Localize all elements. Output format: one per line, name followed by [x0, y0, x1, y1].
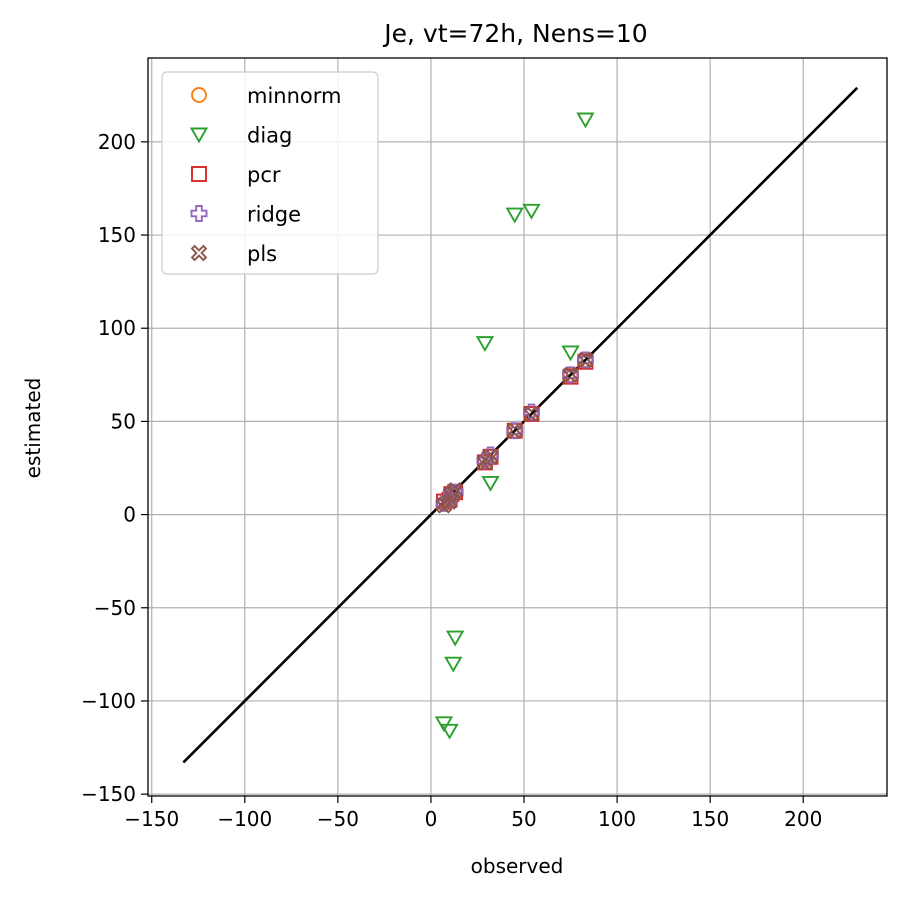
series-diag: [434, 112, 595, 740]
diag-point: [576, 112, 595, 129]
x-tick-label: 150: [691, 807, 729, 831]
x-tick-label: 50: [511, 807, 536, 831]
plot-frame: [147, 57, 888, 797]
y-tick-label: −100: [81, 689, 136, 713]
diag-point: [440, 723, 459, 740]
legend-label-diag: diag: [247, 124, 292, 148]
x-tick-label: −100: [217, 807, 272, 831]
pls-point: [562, 366, 579, 384]
x-axis-label: observed: [471, 854, 564, 878]
x-tick-label: 200: [784, 807, 822, 831]
axis-ticks: −150 −100 −50 0 50 100 150 200 −150 −100 −50 0 50 100…: [81, 130, 822, 831]
legend-box: [161, 71, 379, 275]
diag-point: [445, 630, 465, 647]
legend: minnorm diag pcr ridge pls: [161, 71, 379, 275]
pls-point: [506, 422, 524, 440]
chart-title: Je, vt=72h, Nens=10: [382, 19, 647, 48]
pls-point: [476, 454, 494, 471]
legend-label-ridge: ridge: [247, 203, 301, 227]
x-tick-label: 0: [425, 807, 438, 831]
y-tick-label: −50: [94, 596, 136, 620]
pls-point: [577, 351, 594, 369]
x-tick-label: 100: [598, 807, 636, 831]
pls-point: [446, 482, 464, 499]
legend-label-pls: pls: [247, 242, 277, 266]
pls-point: [482, 448, 499, 466]
diag-point: [561, 345, 580, 362]
x-tick-label: −50: [317, 807, 359, 831]
legend-marker-diag: [189, 127, 209, 144]
legend-marker-minnorm: [191, 87, 207, 103]
legend-marker-pls: [190, 244, 208, 262]
diag-point: [522, 203, 541, 220]
legend-marker-ridge: [190, 205, 208, 222]
y-tick-label: 200: [98, 130, 136, 154]
data-points: [434, 112, 595, 740]
ridge-point: [506, 422, 524, 440]
y-tick-label: −150: [81, 782, 136, 806]
ridge-point: [562, 366, 580, 384]
y-tick-label: 0: [123, 503, 136, 527]
diag-point: [481, 475, 500, 492]
y-axis-label: estimated: [21, 378, 45, 479]
y-tick-label: 50: [111, 409, 136, 433]
y-tick-label: 150: [98, 223, 136, 247]
x-tick-label: −150: [124, 807, 179, 831]
legend-label-pcr: pcr: [247, 163, 281, 187]
diag-point: [475, 336, 495, 353]
y-tick-label: 100: [98, 316, 136, 340]
legend-label-minnorm: minnorm: [247, 84, 341, 108]
diag-point: [444, 656, 463, 673]
pls-point: [523, 405, 540, 423]
diag-point: [505, 207, 524, 224]
ridge-point: [576, 351, 594, 369]
legend-marker-pcr: [191, 166, 207, 182]
series-pls: [435, 351, 594, 514]
diag-point: [434, 716, 454, 733]
